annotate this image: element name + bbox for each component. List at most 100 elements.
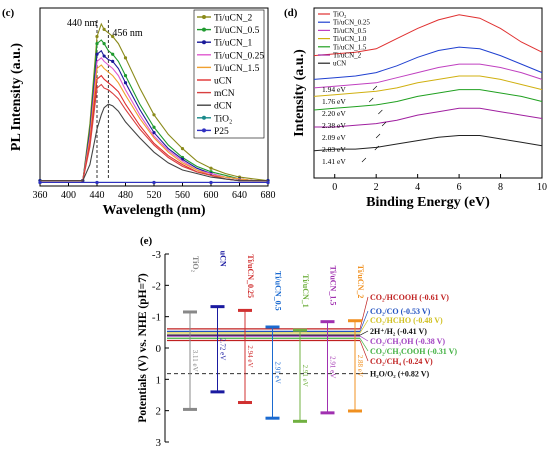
series-line <box>313 46 543 80</box>
legend-entry: TiO₂ <box>333 11 347 19</box>
y-tick-label: -2 <box>152 280 161 292</box>
series-line <box>40 64 268 182</box>
data-point <box>180 147 185 151</box>
panel-label: (e) <box>140 235 153 247</box>
data-point <box>152 131 156 135</box>
material-label: uCN <box>219 251 228 267</box>
legend-entry: Ti/uCN_2 <box>333 52 362 60</box>
onset-arrow <box>381 121 387 127</box>
data-point <box>95 52 99 56</box>
y-tick-label: 0 <box>156 343 162 355</box>
data-point <box>123 56 128 60</box>
x-tick-label: 10 <box>537 182 547 193</box>
x-tick-label: 0 <box>332 182 337 193</box>
redox-label: CO₂/HCHO (-0.48 V) <box>370 316 443 325</box>
legend-entry: Ti/uCN_1.5 <box>333 43 367 51</box>
series-line <box>313 14 543 57</box>
data-point <box>95 42 99 46</box>
data-point <box>111 52 115 56</box>
onset-arrow <box>375 133 381 139</box>
legend-marker <box>202 15 206 19</box>
x-tick-label: 440 <box>90 190 105 201</box>
band-gap-label: 3.11 eV <box>191 350 199 372</box>
legend-entry: Ti/uCN_0.25 <box>214 51 264 61</box>
data-point <box>209 166 213 170</box>
band-gap-label: 2.94 eV <box>246 345 254 367</box>
legend-entry: Ti/uCN_2 <box>214 14 252 24</box>
legend-marker <box>202 128 206 133</box>
onset-arrow <box>374 145 380 151</box>
redox-label: CO₂/HCOOH (-0.61 V) <box>370 293 449 302</box>
x-axis-label: Binding Energy (eV) <box>366 195 490 210</box>
material-label: Ti/uCN_0.25 <box>246 254 255 298</box>
legend-entry: mCN <box>214 89 235 99</box>
legend-entry: dCN <box>214 102 232 112</box>
x-tick-label: 480 <box>118 190 133 201</box>
series-line <box>40 103 268 182</box>
series-line <box>313 89 543 111</box>
x-tick-label: 600 <box>204 190 219 201</box>
material-label: TiO₂ <box>191 256 200 273</box>
material-label: Ti/uCN_0.5 <box>274 271 283 311</box>
panel-c: (c) 360 400 440 480 520 560 600 640 680 Wavelength… <box>2 7 276 218</box>
legend-entry: uCN <box>333 60 346 68</box>
x-tick-label: 8 <box>498 182 503 193</box>
data-point <box>152 125 156 129</box>
onset-arrow <box>372 85 378 91</box>
legend-entry: Ti/uCN_1.5 <box>214 64 260 74</box>
y-tick-label: 2 <box>156 406 162 418</box>
data-point <box>102 54 106 58</box>
y-axis-label: Potentials (V) vs. NHE (pH=7) <box>137 273 149 423</box>
onset-arrow <box>361 157 367 163</box>
redox-label: CO₂/CH₃COOH (-0.31 V) <box>370 347 457 356</box>
legend-entry: P25 <box>214 127 229 137</box>
redox-label: CO₂/CH₃OH (-0.38 V) <box>370 337 445 346</box>
peak-label: 440 nm <box>67 18 98 29</box>
y-tick-label: 3 <box>156 437 162 449</box>
y-tick-label: -3 <box>152 249 162 261</box>
redox-leader <box>359 296 369 329</box>
onset-label: 2.09 eV <box>322 133 346 142</box>
legend-entry: Ti/uCN_1 <box>214 39 252 49</box>
y-tick-label: 1 <box>156 374 162 386</box>
redox-leader <box>359 340 369 362</box>
redox-leader <box>359 310 369 332</box>
data-point <box>123 74 128 78</box>
legend-marker <box>202 40 206 45</box>
legend-entry: Ti/uCN_1.0 <box>333 35 367 43</box>
data-point <box>152 113 156 117</box>
legend-marker <box>202 27 206 32</box>
data-point <box>95 180 99 185</box>
plot-frame <box>313 7 543 179</box>
redox-label: CO₂/CO (-0.53 V) <box>370 307 431 316</box>
data-point <box>123 81 128 85</box>
redox-label: 2H⁺/H₂ (-0.41 V) <box>370 327 427 336</box>
redox-leader <box>359 330 369 336</box>
legend-marker <box>202 115 206 120</box>
panel-label: (d) <box>284 7 298 19</box>
legend-entry: Ti/uCN_0.5 <box>333 27 367 35</box>
onset-label: 1.94 eV <box>322 85 346 94</box>
x-tick-label: 520 <box>147 190 162 201</box>
series-line <box>314 107 543 128</box>
y-tick-label: -1 <box>152 312 161 324</box>
data-point <box>111 59 115 64</box>
x-tick-label: 2 <box>374 182 379 193</box>
material-label: Ti/uCN_2 <box>356 265 365 299</box>
x-axis-label: Wavelength (nm) <box>102 203 205 218</box>
panel-d: (d) 0 2 4 6 8 10 Binding Energy (eV) Intensity (… <box>284 7 547 210</box>
data-point <box>111 34 115 39</box>
onset-arrow <box>378 109 383 115</box>
material-label: Ti/uCN_1.5 <box>329 266 338 306</box>
redox-leader <box>359 335 369 342</box>
onset-label: 1.76 eV <box>322 97 346 106</box>
x-tick-label: 360 <box>33 190 48 201</box>
onset-label: 2.38 eV <box>322 121 346 130</box>
onset-label: 1.41 eV <box>322 157 346 166</box>
data-point <box>38 180 42 185</box>
panel-label: (c) <box>2 7 15 19</box>
x-tick-label: 400 <box>61 190 76 201</box>
band-gap-label: 2.88 eV <box>356 355 364 377</box>
series-line <box>313 63 543 89</box>
redox-label: CO₂/CH₄ (-0.24 V) <box>370 357 433 366</box>
